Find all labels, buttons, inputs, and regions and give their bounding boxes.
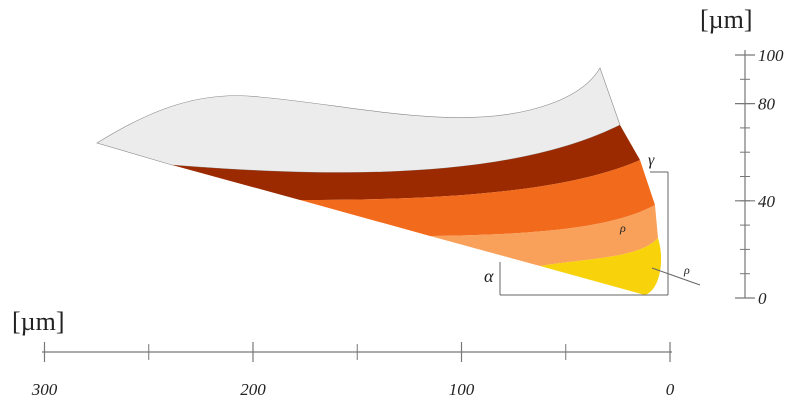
- tick-label: 40: [758, 192, 776, 211]
- tick-label: 300: [31, 380, 58, 399]
- gamma-label: γ: [648, 152, 655, 169]
- rho-label: ρ: [683, 263, 690, 277]
- rho-label: ρ: [619, 221, 626, 235]
- tick-label: 80: [758, 95, 776, 114]
- chip-layers: [97, 68, 661, 295]
- tick-label: 100: [449, 380, 475, 399]
- tick-label: 200: [240, 380, 266, 399]
- tick-label: 0: [666, 380, 675, 399]
- rho-leader: [652, 268, 700, 285]
- horizontal-unit: [µm]: [12, 307, 65, 336]
- vertical-unit: [µm]: [700, 5, 753, 34]
- alpha-label: α: [484, 266, 494, 286]
- tick-label: 0: [758, 289, 767, 308]
- diagram: α γ ρ ρ [µm] [µm] 100804003002001000: [0, 0, 787, 411]
- tick-label: 100: [758, 46, 784, 65]
